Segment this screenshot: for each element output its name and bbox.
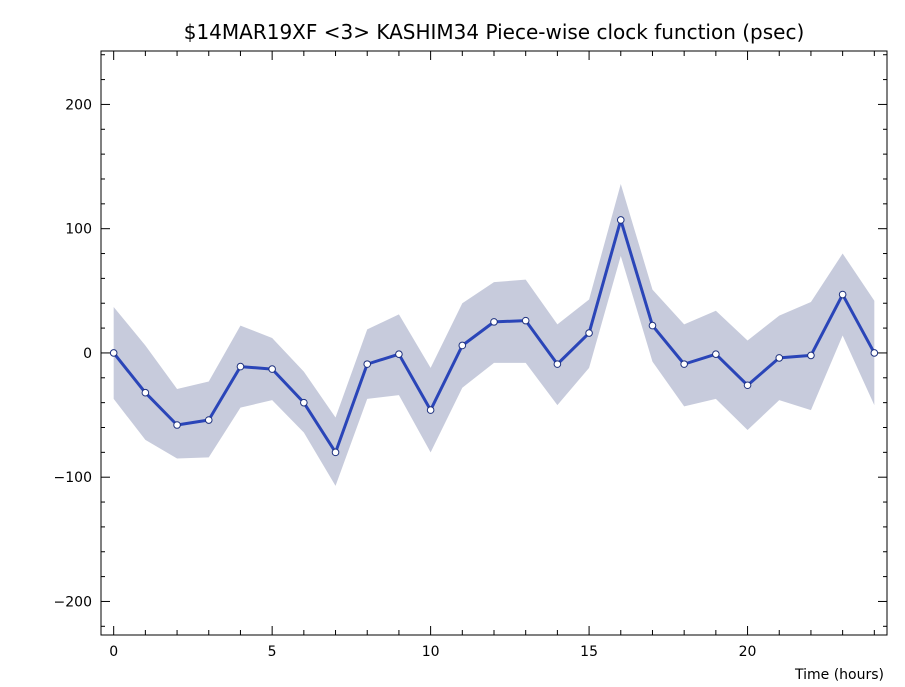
- data-point: [585, 329, 593, 337]
- x-axis-label: Time (hours): [794, 667, 884, 683]
- data-point: [521, 316, 530, 325]
- y-tick-label: −100: [54, 470, 92, 486]
- data-point: [490, 318, 498, 326]
- data-point: [331, 448, 340, 457]
- x-tick-label: 0: [109, 644, 118, 660]
- data-point: [426, 406, 435, 414]
- data-point: [648, 321, 657, 330]
- y-tick-label: 0: [83, 346, 92, 362]
- data-point: [838, 290, 847, 299]
- data-point: [680, 360, 688, 368]
- data-point: [395, 350, 403, 358]
- data-point: [204, 416, 213, 424]
- data-point: [458, 341, 467, 350]
- data-point: [616, 216, 625, 224]
- y-tick-label: 200: [65, 97, 92, 113]
- y-tick-label: 100: [65, 222, 92, 238]
- x-tick-label: 20: [739, 644, 757, 660]
- data-point: [775, 354, 784, 362]
- data-point: [268, 365, 276, 373]
- data-point: [363, 360, 372, 368]
- y-tick-labels: −200 −100 0 100 200: [54, 97, 92, 610]
- error-band: [113, 183, 875, 486]
- chart-title: $14MAR19XF <3> KASHIM34 Piece-wise clock…: [184, 20, 805, 44]
- x-tick-labels: 0 5 10 15 20: [109, 644, 756, 660]
- data-point: [109, 349, 118, 357]
- x-tick-label: 5: [268, 644, 277, 660]
- data-point: [743, 381, 752, 390]
- x-tick-label: 15: [580, 644, 598, 660]
- y-tick-label: −200: [54, 594, 92, 610]
- data-point: [300, 398, 308, 407]
- error-band-layer: [113, 183, 875, 486]
- data-point: [553, 360, 562, 368]
- data-point-layer: [109, 216, 879, 457]
- data-point: [807, 351, 815, 360]
- data-point: [712, 350, 720, 358]
- data-point: [141, 388, 150, 397]
- data-point: [173, 421, 181, 429]
- x-tick-label: 10: [422, 644, 440, 660]
- data-point: [870, 349, 879, 357]
- axis-ticks: [101, 51, 887, 635]
- data-point: [236, 362, 245, 371]
